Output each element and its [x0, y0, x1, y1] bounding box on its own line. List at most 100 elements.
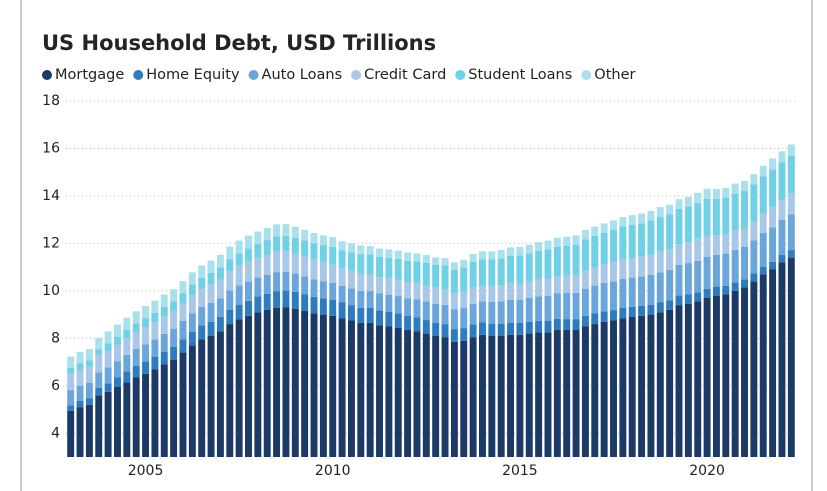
bar-segment [694, 238, 702, 261]
bar-segment [413, 283, 421, 300]
bar-segment [357, 273, 365, 291]
bar-segment [572, 319, 580, 331]
y-tick-label: 12 [42, 235, 60, 251]
bar-segment [319, 298, 327, 315]
bar-segment [628, 258, 636, 278]
bar-segment [160, 351, 168, 365]
bar-segment [497, 301, 505, 324]
bar-segment [67, 368, 75, 374]
bar-segment [329, 264, 337, 283]
bar-segment [703, 199, 711, 236]
bar-segment [572, 274, 580, 293]
bar-segment [666, 300, 674, 310]
bar-segment [254, 277, 262, 297]
bar-segment [226, 309, 234, 325]
bar-segment [95, 337, 103, 350]
bar-segment [479, 285, 486, 302]
bar-segment [114, 344, 121, 362]
bar-segment [544, 332, 552, 457]
bar-segment [441, 304, 449, 325]
bar-segment [151, 356, 159, 370]
bar-segment [675, 199, 683, 209]
bar-segment [497, 258, 505, 286]
x-tick-label: 2005 [128, 463, 164, 479]
bar-segment [712, 188, 720, 199]
legend-label: Mortgage [55, 67, 124, 83]
bar-segment [553, 246, 561, 277]
bar-segment [656, 272, 664, 303]
bar-segment [263, 254, 271, 275]
bar-segment [282, 307, 290, 457]
bar-segment [104, 343, 112, 351]
bar-segment [319, 245, 327, 263]
bar-segment [581, 288, 589, 316]
legend-label: Home Equity [146, 67, 240, 83]
bar-segment [488, 323, 496, 336]
bar-segment [385, 278, 393, 295]
bar-segment [600, 232, 608, 265]
bar-segment [591, 226, 599, 236]
bar-segment [759, 213, 767, 233]
bar-segment [544, 249, 552, 279]
bar-segment [619, 217, 627, 227]
bar-segment [76, 407, 84, 457]
bar-segment [581, 315, 589, 327]
bar-segment [188, 272, 196, 285]
bar-segment [600, 321, 608, 457]
y-tick-label: 6 [51, 378, 60, 394]
bar-segment [610, 310, 617, 321]
bar-segment [422, 320, 430, 334]
bar-segment [432, 303, 440, 323]
bar-segment [226, 246, 234, 260]
bar-segment [712, 286, 720, 296]
bar-segment [712, 295, 720, 457]
bar-segment [226, 271, 234, 291]
bar-segment [525, 253, 533, 282]
bar-segment [282, 290, 290, 308]
bar-segment [741, 246, 748, 280]
legend-label: Credit Card [364, 67, 446, 83]
bar-segment [581, 326, 589, 457]
bar-segment [216, 279, 224, 299]
bar-segment [647, 304, 655, 315]
bar-segment [638, 256, 646, 277]
bar-segment [170, 310, 178, 329]
bar-segment [712, 254, 720, 287]
bar-segment [703, 188, 711, 200]
bar-segment [563, 293, 571, 320]
bar-segment [450, 262, 458, 270]
bar-segment [469, 324, 477, 338]
bar-segment [479, 322, 486, 335]
bar-segment [479, 301, 486, 323]
bar-segment [525, 281, 533, 298]
bar-segment [432, 322, 440, 336]
bar-segment [759, 232, 767, 267]
bar-segment [216, 267, 224, 280]
bar-segment [638, 276, 646, 306]
bar-segment [216, 316, 224, 332]
bar-segment [207, 284, 215, 303]
bar-segment [319, 262, 327, 282]
bar-segment [366, 254, 374, 275]
bar-segment [347, 320, 355, 457]
bar-segment [544, 295, 552, 322]
bar-segment [198, 307, 206, 326]
bar-segment [254, 257, 262, 278]
bar-segment [179, 281, 187, 294]
bar-segment [553, 330, 561, 457]
bar-segment [591, 313, 599, 325]
bar-segment [460, 340, 468, 457]
bar-segment [525, 321, 533, 334]
bar-segment [198, 288, 206, 308]
bar-segment [188, 345, 196, 457]
bar-segment [712, 198, 720, 236]
bar-segment [347, 270, 355, 289]
bar-segment [675, 305, 683, 457]
bar-segment [638, 315, 646, 457]
bar-segment [694, 192, 702, 203]
bar-segment [497, 250, 505, 259]
bar-segment [422, 301, 430, 321]
bar-segment [123, 354, 131, 372]
bar-segment [572, 292, 580, 320]
bar-segment [114, 324, 121, 337]
